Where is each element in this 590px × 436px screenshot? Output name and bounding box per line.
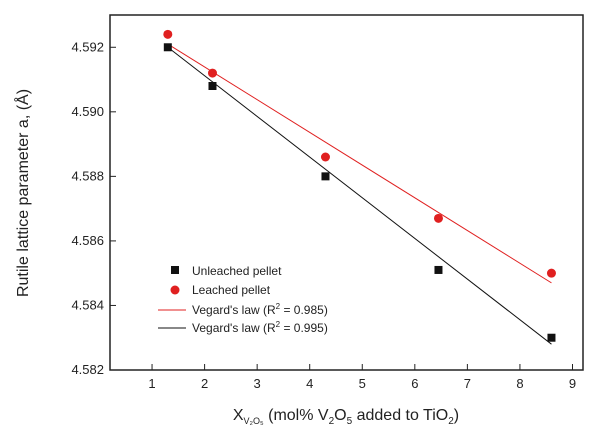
x-tick-label: 6 bbox=[411, 376, 418, 391]
y-tick-label: 4.582 bbox=[71, 362, 104, 377]
fit-lines bbox=[167, 43, 552, 345]
point-unleached bbox=[547, 333, 556, 342]
y-tick-label: 4.584 bbox=[71, 297, 104, 312]
point-unleached bbox=[321, 172, 330, 181]
legend-label-unleached: Unleached pellet bbox=[192, 264, 282, 278]
point-leached bbox=[163, 29, 173, 39]
y-tick-label: 4.586 bbox=[71, 233, 104, 248]
x-tick-label: 4 bbox=[306, 376, 313, 391]
data-points bbox=[163, 29, 556, 342]
point-leached bbox=[207, 68, 217, 78]
x-tick-label: 2 bbox=[201, 376, 208, 391]
point-unleached bbox=[208, 82, 217, 90]
plot-frame bbox=[109, 14, 584, 371]
x-tick-label: 8 bbox=[516, 376, 523, 391]
legend-marker-unleached bbox=[171, 266, 179, 274]
point-leached bbox=[433, 213, 443, 223]
x-axis-ticks: 1 2 3 4 5 6 7 8 9 bbox=[148, 364, 576, 391]
x-tick-label: 1 bbox=[148, 376, 155, 391]
x-tick-label: 5 bbox=[359, 376, 366, 391]
y-tick-label: 4.588 bbox=[71, 168, 104, 183]
fit-line-0 bbox=[167, 43, 552, 284]
fit-line-1 bbox=[167, 46, 552, 345]
legend-label-fit-red: Vegard's law (R2 = 0.985) bbox=[192, 302, 328, 317]
y-axis-label: Rutile lattice parameter a, (Å) bbox=[13, 89, 32, 297]
legend-label-leached: Leached pellet bbox=[192, 283, 271, 297]
x-tick-label: 7 bbox=[464, 376, 471, 391]
y-axis-ticks: 4.582 4.584 4.586 4.588 4.590 4.592 bbox=[71, 39, 116, 377]
legend-marker-leached bbox=[170, 285, 180, 295]
x-tick-label: 9 bbox=[569, 376, 576, 391]
x-tick-label: 3 bbox=[254, 376, 261, 391]
legend-label-fit-black: Vegard's law (R2 = 0.995) bbox=[192, 320, 328, 335]
point-unleached bbox=[434, 265, 443, 274]
x-axis-label: XV₂O₅ (mol% V2O5 added to TiO2) bbox=[233, 407, 459, 427]
legend: Unleached pellet Leached pellet Vegard's… bbox=[158, 264, 328, 335]
point-leached bbox=[320, 152, 330, 162]
point-unleached bbox=[163, 43, 172, 52]
y-tick-label: 4.592 bbox=[71, 39, 104, 54]
point-leached bbox=[546, 268, 556, 278]
y-tick-label: 4.590 bbox=[71, 104, 104, 119]
